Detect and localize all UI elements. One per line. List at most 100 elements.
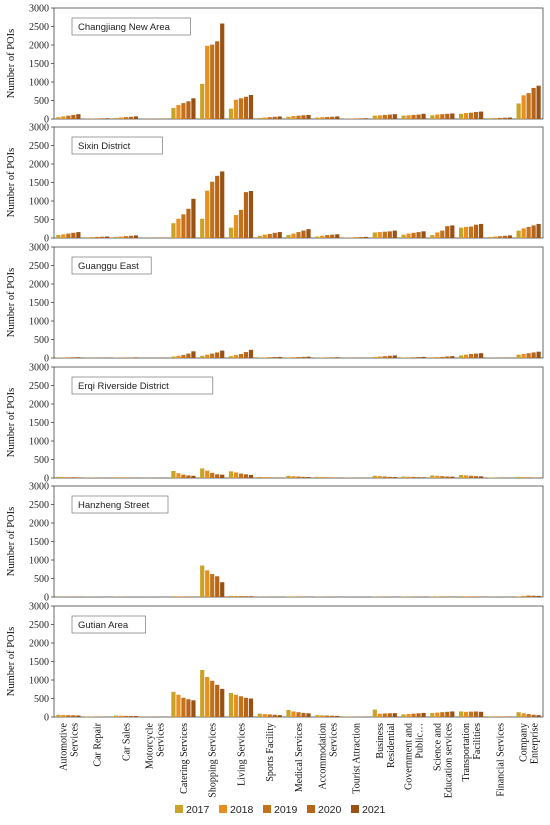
panel-6: 0 500 1000 1500 2000 2500 3000 Number of POIs Gu… xyxy=(6,602,544,724)
bar xyxy=(233,694,239,717)
bar xyxy=(220,171,225,238)
bar xyxy=(71,477,76,478)
bar xyxy=(306,713,311,717)
bar xyxy=(526,353,531,358)
y-tick-label: 1500 xyxy=(29,657,49,668)
y-tick-label: 2500 xyxy=(29,620,49,631)
bar xyxy=(118,715,124,718)
bar xyxy=(536,85,541,119)
panel-3: 0 500 1000 1500 2000 2500 3000 Number of POIs Gu… xyxy=(6,243,544,365)
bar xyxy=(401,357,406,358)
y-tick-label: 500 xyxy=(34,694,49,705)
y-axis-label: Number of POIs xyxy=(6,148,17,217)
category-label: Car Sales xyxy=(121,723,132,761)
bar xyxy=(118,117,124,119)
category-label: Accommodation xyxy=(317,723,328,790)
panel-title-box xyxy=(71,136,163,155)
bar xyxy=(248,596,254,597)
bar xyxy=(85,716,90,718)
bar xyxy=(66,115,71,119)
y-tick-label: 3000 xyxy=(29,4,49,15)
legend-label: 2018 xyxy=(230,804,254,816)
bar xyxy=(387,114,392,119)
bar xyxy=(411,713,416,717)
bar xyxy=(516,103,521,119)
bar xyxy=(220,582,225,597)
bar xyxy=(215,41,220,119)
bar xyxy=(315,476,320,478)
bar xyxy=(445,226,450,238)
bar xyxy=(531,352,536,358)
bar xyxy=(392,114,397,119)
bar xyxy=(200,468,205,478)
bar xyxy=(113,715,119,717)
bar xyxy=(473,353,479,358)
bar xyxy=(228,692,234,717)
bar xyxy=(56,117,61,119)
bar xyxy=(372,475,377,478)
bar xyxy=(105,118,110,119)
bar xyxy=(411,476,416,478)
bar xyxy=(133,716,139,717)
panel-title-box xyxy=(71,17,191,36)
bar xyxy=(411,357,416,358)
y-tick-label: 2000 xyxy=(29,400,49,411)
y-tick-label: 0 xyxy=(44,354,49,365)
bar xyxy=(118,236,124,238)
bar xyxy=(296,712,301,717)
bar xyxy=(411,114,416,119)
panel-title-box xyxy=(71,256,152,275)
bar xyxy=(191,98,196,119)
bar xyxy=(516,230,521,238)
bar xyxy=(71,357,76,358)
legend-swatch xyxy=(219,805,227,813)
bar xyxy=(497,117,502,119)
bar xyxy=(406,714,411,717)
category-label: Company xyxy=(519,723,530,762)
bar xyxy=(468,711,474,717)
bar xyxy=(286,357,291,358)
bar xyxy=(430,712,435,717)
bar xyxy=(392,713,397,718)
bar xyxy=(123,236,129,238)
bar xyxy=(181,214,186,238)
y-tick-label: 2000 xyxy=(29,41,49,52)
bar xyxy=(123,117,129,119)
bar xyxy=(243,96,249,119)
bar xyxy=(76,715,81,717)
category-label: Public… xyxy=(415,723,426,759)
bar xyxy=(372,232,377,238)
bar xyxy=(272,357,277,358)
bar xyxy=(296,476,301,478)
panel-1: 0 500 1000 1500 2000 2500 3000 Number of POIs Ch… xyxy=(6,4,544,126)
bar xyxy=(220,688,225,717)
bar xyxy=(238,473,244,478)
bar xyxy=(286,475,291,478)
bar xyxy=(401,476,406,478)
bar xyxy=(128,235,134,238)
legend-label: 2019 xyxy=(274,804,298,816)
bar xyxy=(372,356,377,358)
bar xyxy=(507,235,512,238)
bar xyxy=(243,697,249,717)
bar xyxy=(181,103,186,119)
bar xyxy=(335,357,340,358)
bar xyxy=(205,190,210,238)
bar xyxy=(291,116,296,119)
bar xyxy=(406,233,411,238)
bar xyxy=(100,236,105,239)
bar xyxy=(220,350,225,358)
bar xyxy=(516,596,521,598)
bar xyxy=(435,475,440,478)
bar xyxy=(502,117,507,119)
y-tick-label: 1000 xyxy=(29,78,49,89)
bar xyxy=(186,353,191,358)
panel-title: Gutian Area xyxy=(78,620,129,631)
bar xyxy=(325,116,330,120)
bar xyxy=(181,596,186,598)
y-tick-label: 1000 xyxy=(29,437,49,448)
bar xyxy=(450,476,455,478)
legend-label: 2017 xyxy=(186,804,210,816)
category-label: Services xyxy=(156,723,167,757)
bar xyxy=(171,356,176,358)
